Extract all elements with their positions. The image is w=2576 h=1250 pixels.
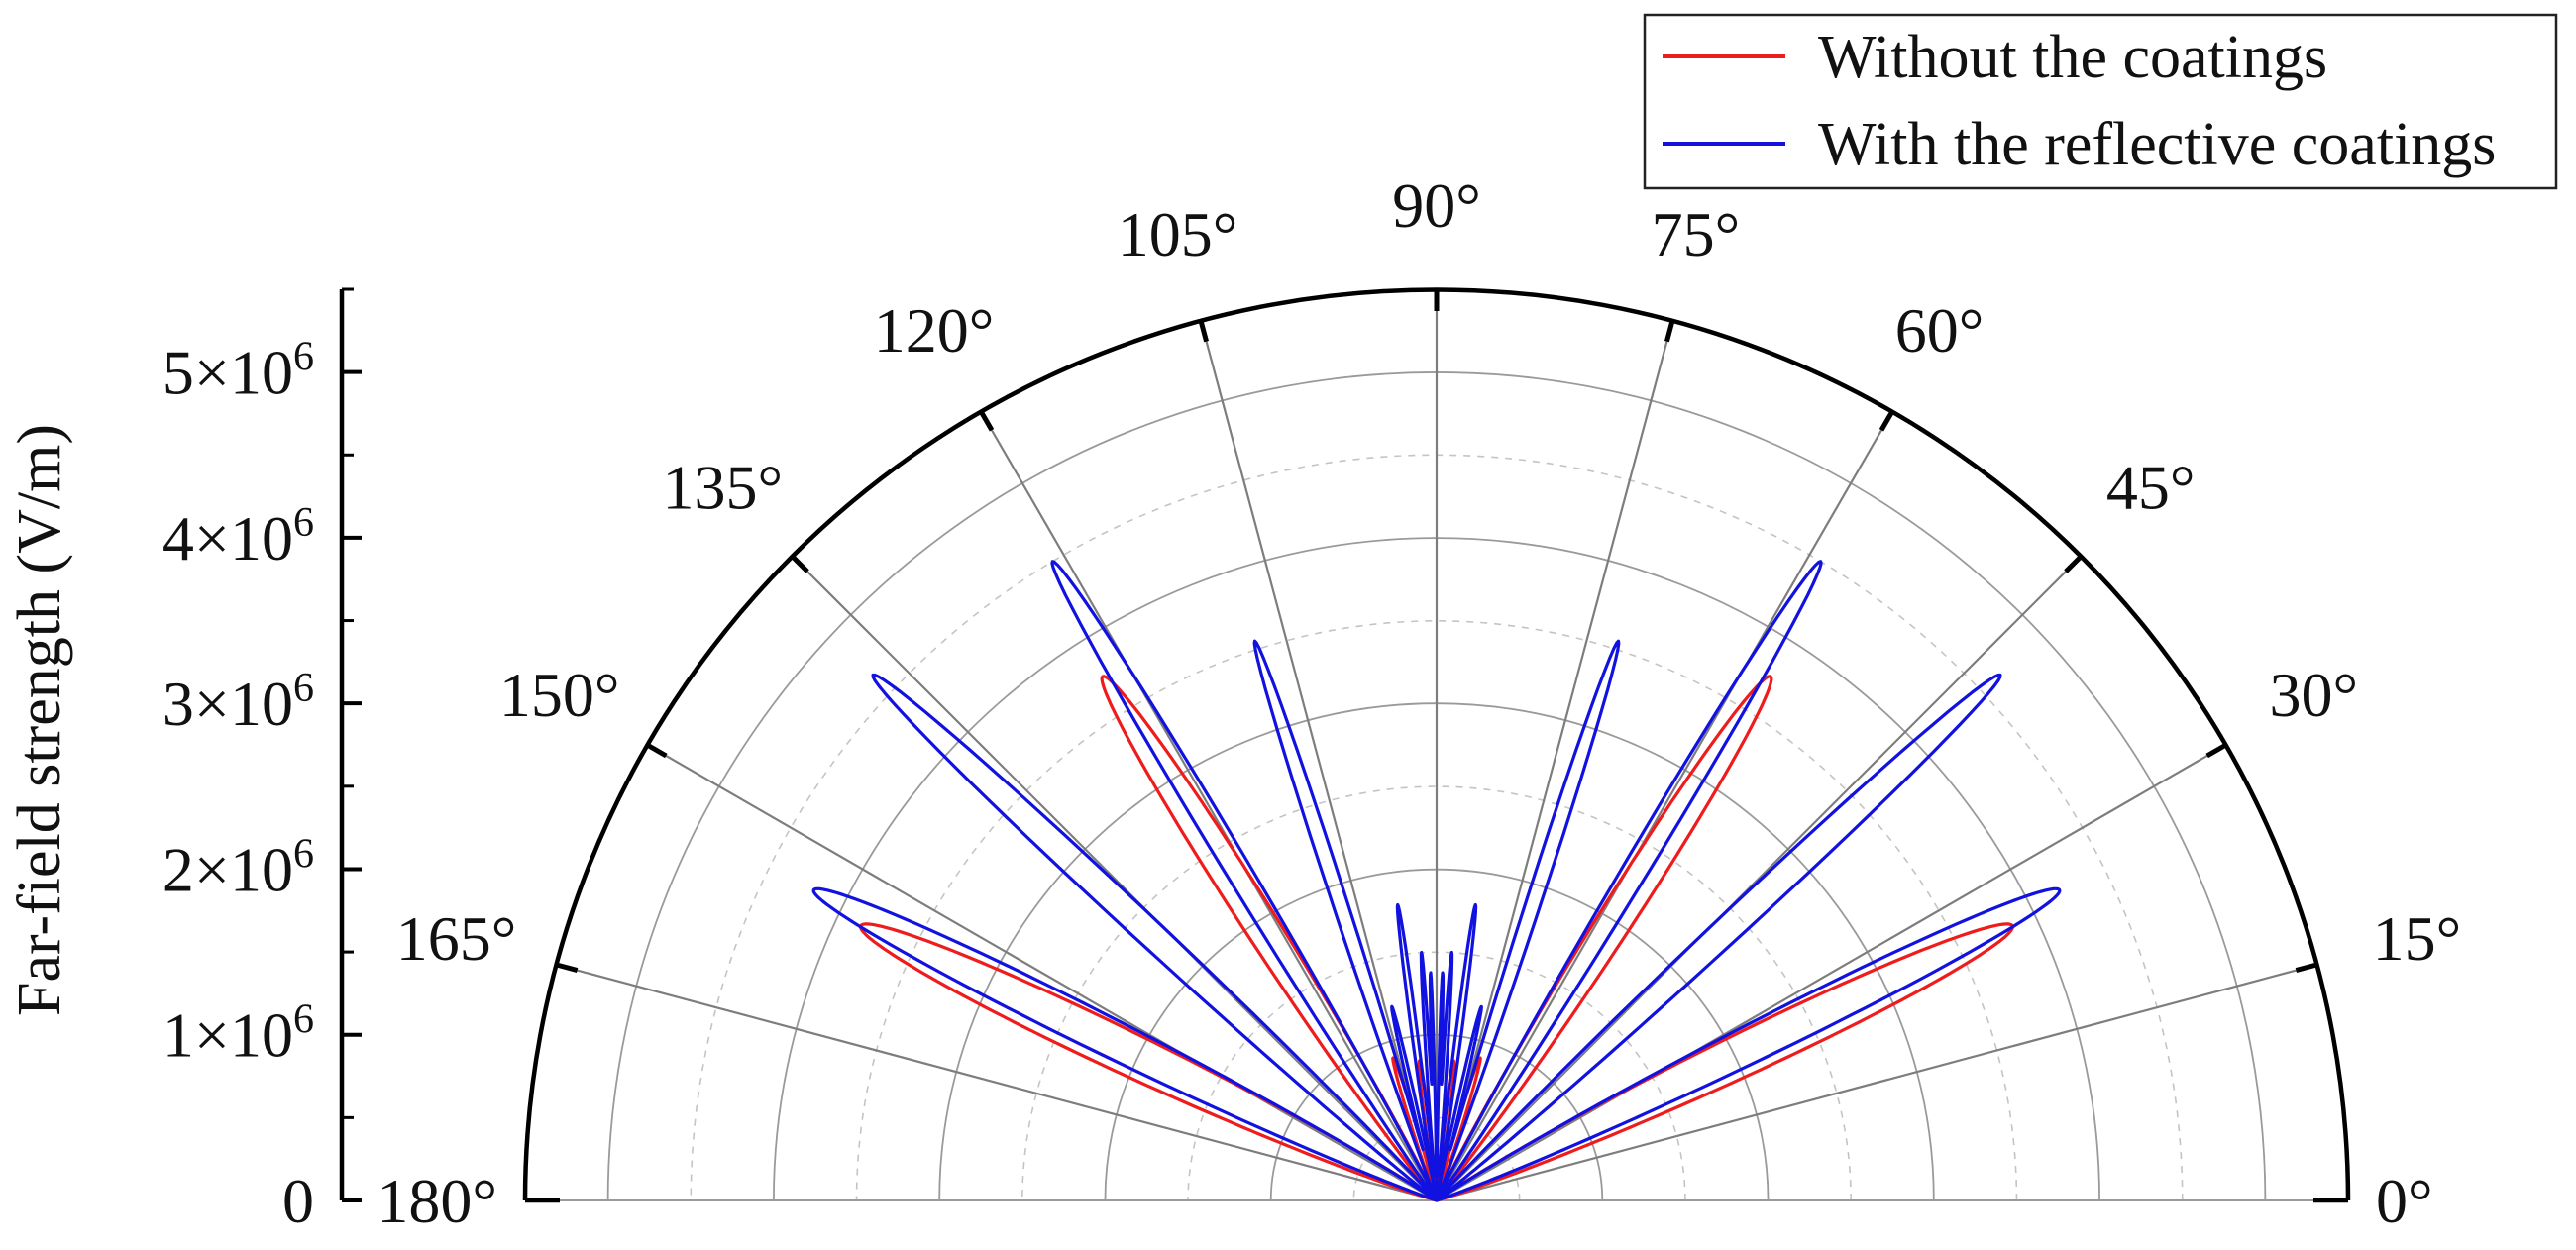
radial-tick-label: 1×106 xyxy=(162,997,314,1071)
grid-spoke xyxy=(556,963,1438,1202)
angle-tick-label: 105° xyxy=(1118,199,1238,269)
angle-tick xyxy=(2205,742,2227,759)
series-line-with-reflective-coatings xyxy=(811,560,2062,1202)
angle-tick-label: 0° xyxy=(2376,1166,2433,1236)
grid-spoke xyxy=(1436,410,1893,1201)
angle-tick-label: 15° xyxy=(2373,903,2462,974)
radial-tick-label: 3×106 xyxy=(162,666,314,739)
angle-tick xyxy=(1878,410,1895,432)
angle-tick-label: 135° xyxy=(663,452,784,522)
legend: Without the coatings With the reflective… xyxy=(1643,13,2558,190)
angle-tick-label: 75° xyxy=(1652,199,1741,269)
angle-tick-label: 30° xyxy=(2270,660,2359,730)
radial-tick-label: 0 xyxy=(282,1166,314,1236)
y-axis-title: Far-field strength (V/m) xyxy=(6,424,73,1016)
grid-spoke xyxy=(791,555,1438,1201)
axis-labels: 0 1×106 2×106 3×106 4×106 5×106 0° 15° 30° 45° 60°… xyxy=(162,170,2461,1236)
angle-tick-label: 150° xyxy=(499,660,620,730)
angle-tick-label: 60° xyxy=(1895,295,1985,365)
axes xyxy=(339,286,2351,1203)
angle-tick-label: 165° xyxy=(396,903,517,974)
angle-tick xyxy=(2064,554,2084,573)
angle-tick-label: 120° xyxy=(874,295,995,365)
angle-tick-label: 90° xyxy=(1392,170,1481,241)
legend-label-with-reflective-coatings: With the reflective coatings xyxy=(1818,111,2496,178)
angle-tick xyxy=(555,962,579,973)
grid-spoke xyxy=(980,410,1438,1201)
grid-spoke xyxy=(1199,320,1439,1201)
grid-spoke xyxy=(1436,963,2317,1202)
angle-tick xyxy=(1198,319,1209,343)
angle-tick xyxy=(1664,319,1675,343)
angle-tick-label: 180° xyxy=(376,1166,497,1236)
grid-spoke xyxy=(1435,320,1674,1201)
legend-label-without-coatings: Without the coatings xyxy=(1818,24,2327,91)
radial-tick-label: 4×106 xyxy=(162,500,314,573)
polar-grid xyxy=(525,289,2348,1200)
angle-tick xyxy=(790,554,809,573)
radial-tick-label: 5×106 xyxy=(162,335,314,408)
legend-box xyxy=(1643,13,2558,190)
grid-spoke xyxy=(1436,744,2227,1201)
radial-tick-label: 2×106 xyxy=(162,831,314,904)
angle-tick xyxy=(646,742,668,759)
series-layer xyxy=(811,560,2062,1202)
grid-spoke xyxy=(1436,555,2083,1201)
angle-tick xyxy=(2295,962,2318,973)
grid-spoke xyxy=(646,744,1438,1201)
angle-tick-label: 45° xyxy=(2106,452,2196,522)
angle-tick xyxy=(978,410,995,432)
